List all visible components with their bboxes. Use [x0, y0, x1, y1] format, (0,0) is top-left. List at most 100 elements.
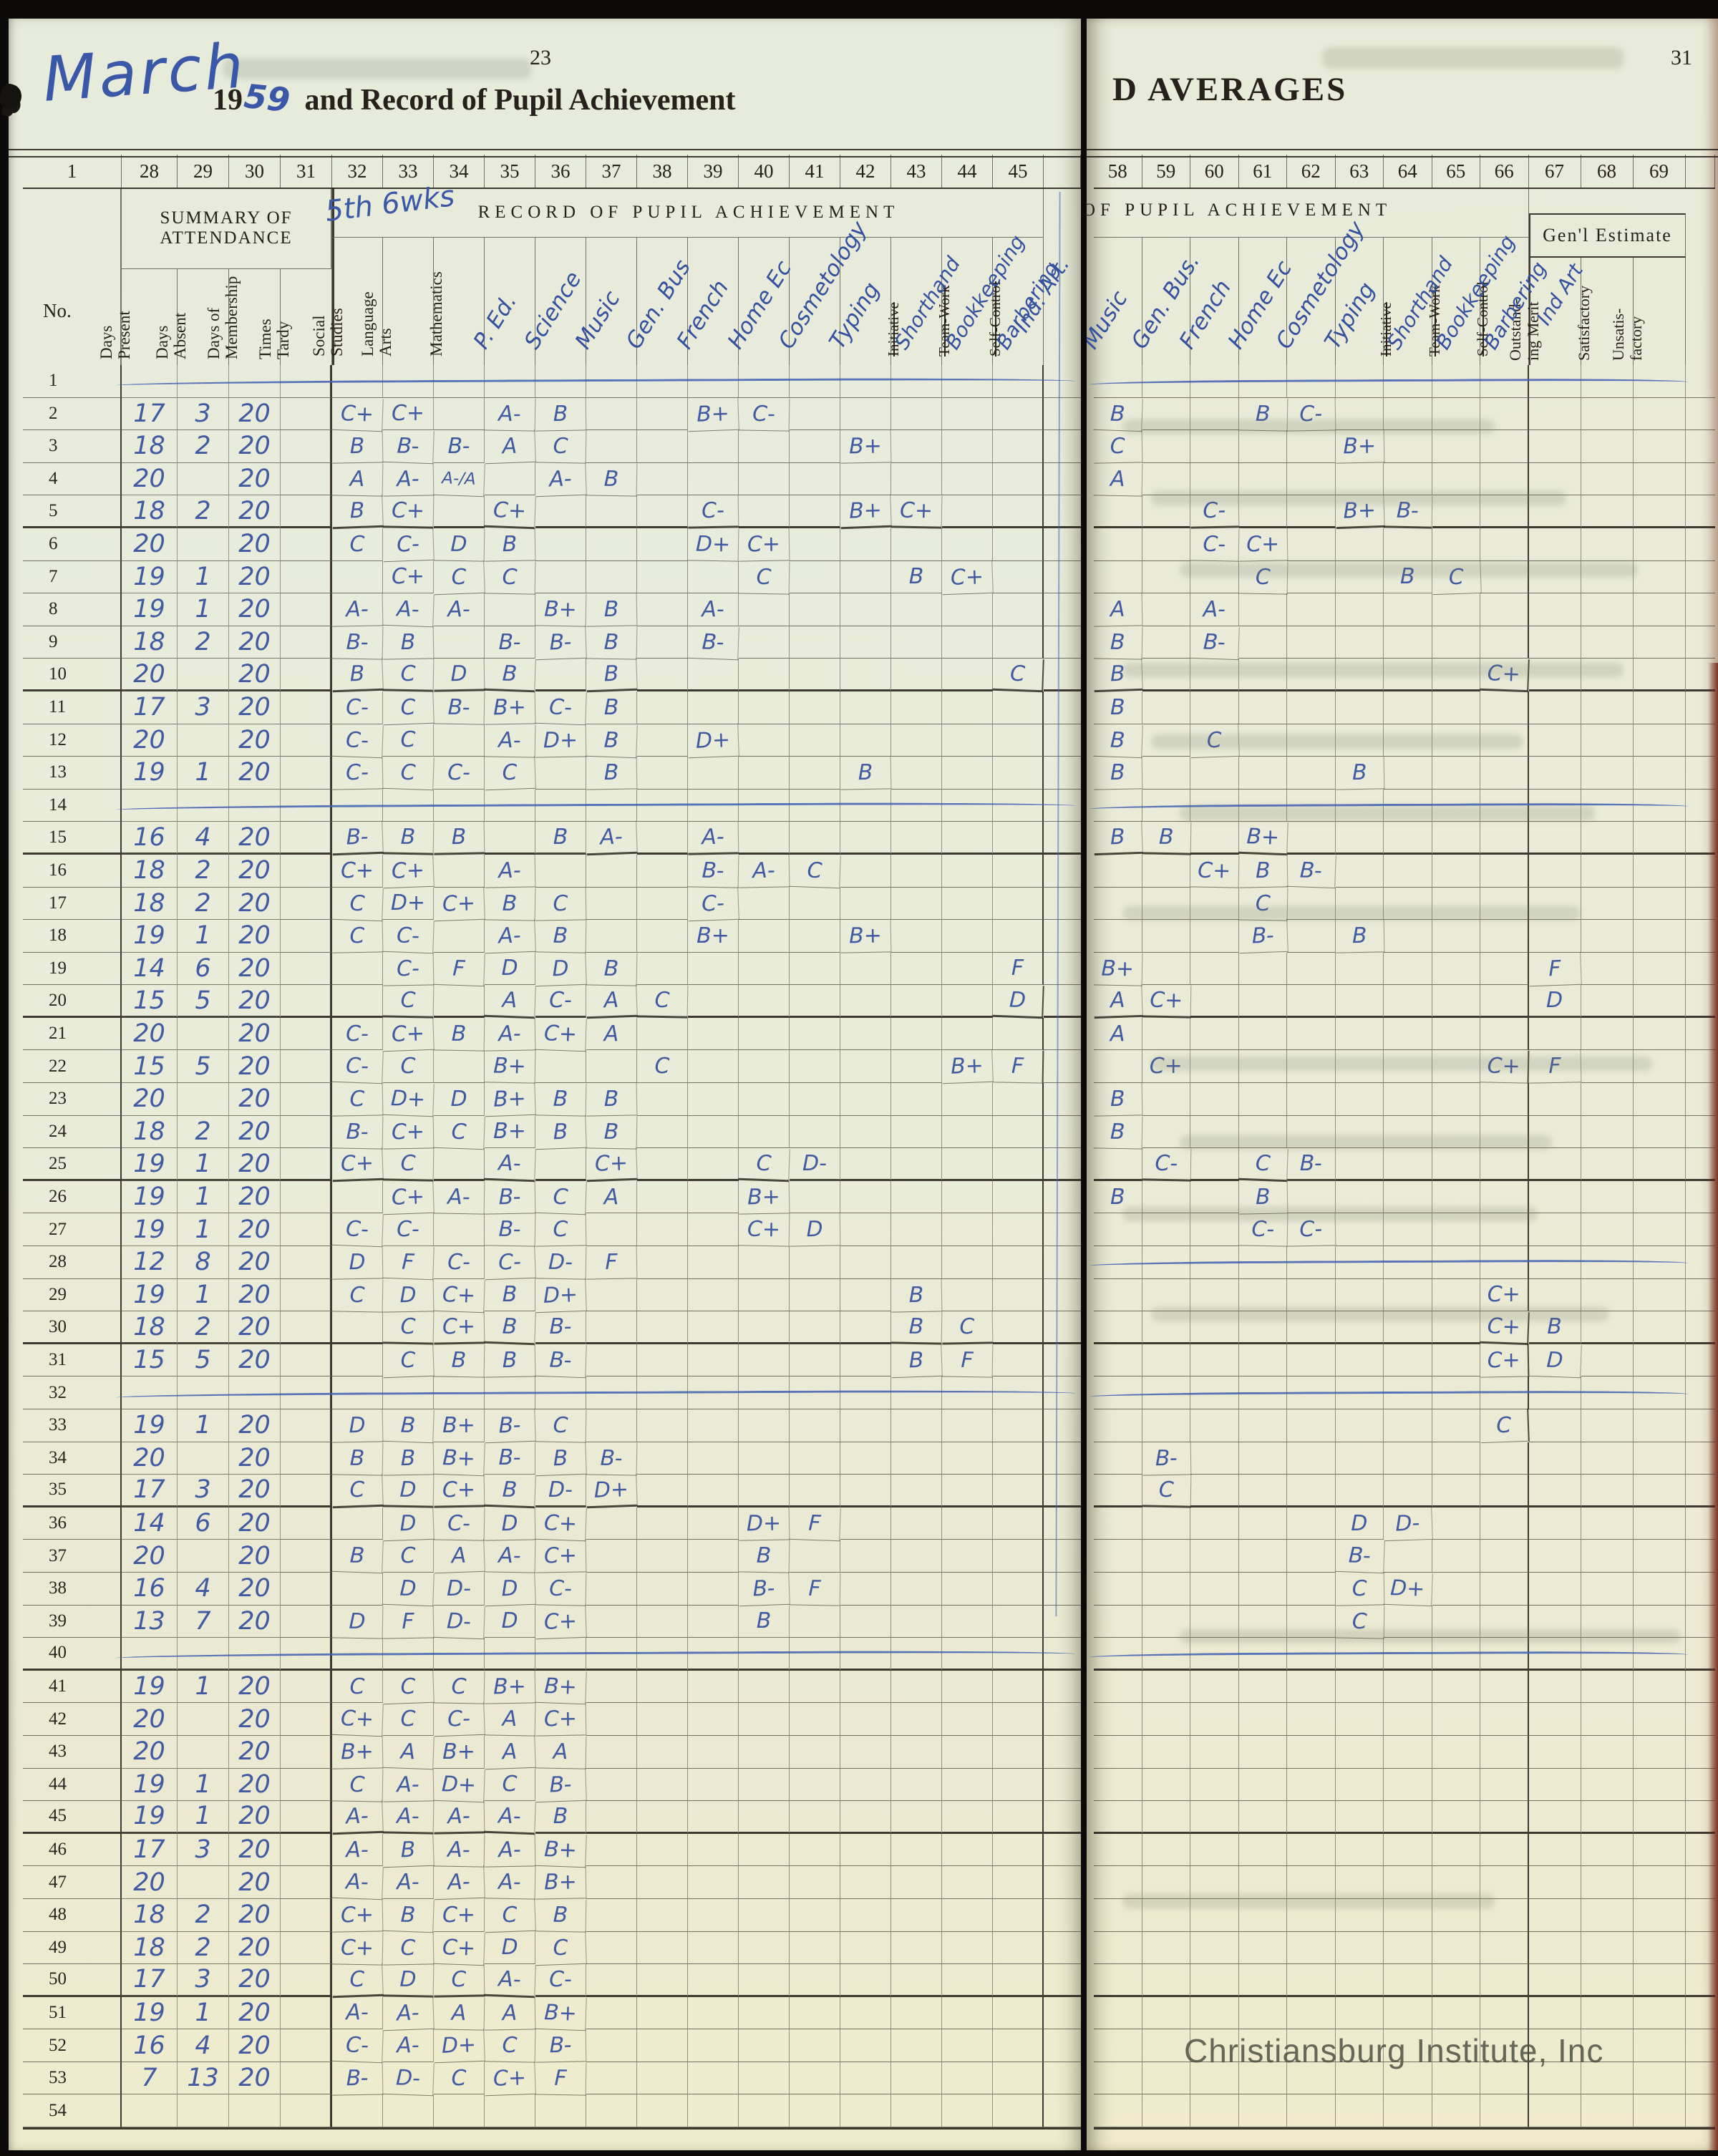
grade-cell: A — [484, 1734, 536, 1769]
grade-cell: A- — [484, 1017, 536, 1052]
attendance-p: 15 — [122, 1344, 178, 1377]
cell-ty — [840, 1442, 891, 1475]
cell-sh — [1384, 952, 1432, 986]
grade-cell: D+ — [535, 723, 587, 757]
cell-ty — [840, 560, 891, 594]
cell-om — [1528, 789, 1581, 822]
cell-bk — [1432, 1605, 1480, 1638]
attendance-p: 19 — [122, 593, 178, 626]
grade-cell: D — [382, 1506, 435, 1541]
grade-cell: A — [586, 984, 638, 1019]
cell-mar — [1685, 1279, 1715, 1312]
header-subject-bb: Self-Control Barbering — [1474, 238, 1551, 365]
cell-bk — [942, 985, 993, 1018]
cell-co — [1287, 691, 1336, 724]
cell-ty — [1335, 822, 1384, 855]
cell-ty — [1335, 462, 1384, 496]
cell-co — [790, 2062, 840, 2095]
cell-mu — [586, 887, 637, 921]
cell-mu — [1094, 1507, 1142, 1540]
cell-bk — [942, 1768, 993, 1802]
cell-bb — [993, 1996, 1044, 2030]
cell-sh — [891, 822, 942, 855]
cell-co — [1287, 2029, 1336, 2062]
cell-bk — [942, 920, 993, 953]
cell-bk — [1432, 1768, 1480, 1802]
grade-cell: B — [586, 1082, 638, 1117]
cell-mu — [1094, 495, 1142, 528]
cell-fr — [1190, 1735, 1239, 1769]
attendance-a: 1 — [178, 1213, 229, 1247]
column-number: 45 — [993, 155, 1044, 188]
grade-cell: C — [382, 984, 435, 1019]
cell-gb — [637, 397, 688, 431]
cell-ty — [840, 1050, 891, 1084]
cell-co — [1287, 1605, 1336, 1638]
attendance-p: 20 — [122, 1703, 178, 1736]
cell-om — [1528, 1833, 1581, 1867]
cell-gb — [637, 1115, 688, 1149]
grade-cell: C+ — [331, 397, 384, 432]
cell-bk — [942, 528, 993, 561]
cell-mar — [1685, 1638, 1715, 1671]
attendance-p: 17 — [122, 1475, 178, 1507]
grade-cell: C+ — [535, 1016, 587, 1052]
attendance-a: 3 — [178, 1964, 229, 1997]
cell-mar — [1685, 1344, 1715, 1377]
cell-he — [739, 365, 790, 398]
cell-om — [1528, 1017, 1581, 1051]
cell-mar — [1044, 1573, 1081, 1606]
cell-sh — [1384, 659, 1432, 691]
left-page-number: 23 — [530, 46, 551, 69]
grade-cell: C — [382, 1311, 435, 1345]
grade-cell: C+ — [433, 1311, 485, 1345]
cell-sh — [1384, 1801, 1432, 1834]
grade-cell: C — [433, 1963, 485, 1998]
cell-t — [281, 724, 332, 757]
grade-grid-left: 1 2 17 3 20 C+ C+ A- B B+ C- 3 18 2 20 B B- B- A C B+ 4 20 20 A A… — [23, 365, 1081, 2130]
grade-cell: C — [331, 1473, 384, 1509]
cell-bk — [942, 757, 993, 790]
cell-gb — [637, 1278, 688, 1312]
cell-mar — [1685, 1311, 1715, 1344]
cell-sh — [1384, 430, 1432, 463]
cell-sh — [1384, 462, 1432, 496]
cell-sh — [891, 1768, 942, 1802]
cell-fr — [688, 1148, 739, 1181]
cell-sh — [891, 952, 942, 986]
cell-fr — [688, 1540, 739, 1573]
cell-co — [790, 626, 840, 659]
cell-bb — [993, 1376, 1044, 1409]
row-number: 10 — [23, 659, 122, 691]
cell-bk — [942, 1507, 993, 1540]
cell-ty — [840, 626, 891, 659]
header-subject-fr: French — [671, 238, 739, 365]
cell-bb — [993, 1735, 1044, 1769]
cell-bb — [1480, 854, 1529, 888]
cell-he — [1238, 1540, 1287, 1573]
cell-sa — [1581, 1246, 1634, 1279]
cell-bb — [993, 528, 1044, 561]
cell-bb — [993, 920, 1044, 953]
cell-he — [739, 887, 790, 921]
cell-gb — [637, 1964, 688, 1997]
cell-om — [1528, 1996, 1581, 2030]
cell-co — [1287, 462, 1336, 496]
cell-ty — [840, 2062, 891, 2095]
cell-co — [1287, 626, 1336, 659]
cell-bk — [1432, 691, 1480, 724]
grade-cell: C- — [484, 1245, 536, 1280]
cell-t — [281, 1115, 332, 1149]
cell-bb — [1480, 1246, 1529, 1279]
attendance-a — [178, 1703, 229, 1736]
cell-ty — [840, 1964, 891, 1997]
cell-fr — [1190, 1344, 1239, 1377]
cell-sc — [535, 854, 586, 888]
attendance-m: 20 — [229, 1670, 281, 1704]
row-number: 12 — [23, 724, 122, 757]
grade-cell: C- — [331, 2029, 384, 2064]
cell-he — [739, 822, 790, 855]
cell-bb — [993, 822, 1044, 855]
grade-cell: C- — [1142, 1147, 1191, 1182]
record-group-label: OF PUPIL ACHIEVEMENT — [1087, 200, 1392, 220]
